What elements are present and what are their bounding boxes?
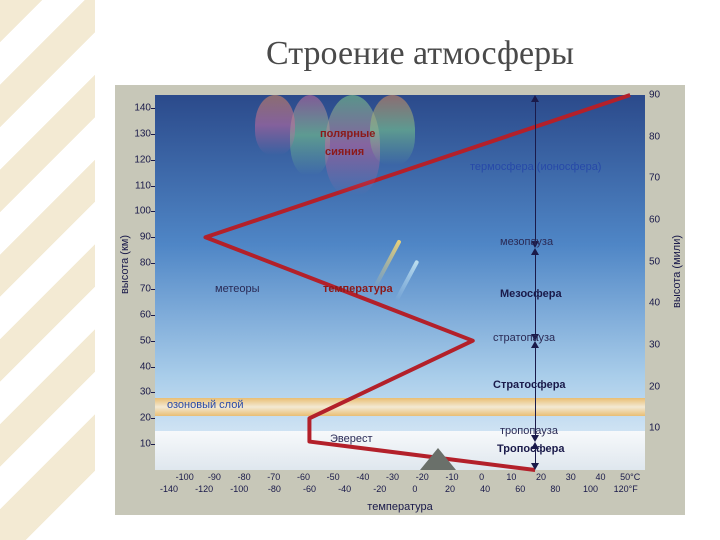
x-tick-f: 0 bbox=[412, 470, 417, 494]
x-axis-label: температура bbox=[115, 501, 685, 513]
x-tick-c: -40 bbox=[356, 470, 369, 482]
plot-area: 1020304050607080901001101201301401020304… bbox=[155, 95, 645, 470]
y-tick-right: 70 bbox=[645, 173, 660, 184]
troposphere-label: Тропосфера bbox=[497, 443, 565, 455]
layer-extent-arrows bbox=[525, 95, 545, 470]
aurora-label-1: полярные bbox=[320, 128, 375, 140]
x-tick-f: 40 bbox=[480, 470, 490, 494]
y-tick-right: 90 bbox=[645, 90, 660, 101]
meteors-label: метеоры bbox=[215, 283, 260, 295]
x-tick-c: -100 bbox=[176, 470, 194, 482]
stratopause-label: стратопауза bbox=[493, 332, 555, 344]
y-tick-right: 10 bbox=[645, 423, 660, 434]
mesosphere-label: Мезосфера bbox=[500, 288, 562, 300]
stratosphere-label: Стратосфера bbox=[493, 379, 566, 391]
x-tick-c: -20 bbox=[416, 470, 429, 482]
x-tick-c: 20 bbox=[536, 470, 546, 482]
x-tick-f: -40 bbox=[338, 470, 351, 494]
temperature-label: температура bbox=[323, 283, 393, 295]
mesopause-label: мезопауза bbox=[500, 236, 553, 248]
x-tick-f: 100 bbox=[583, 470, 598, 494]
y-tick-right: 50 bbox=[645, 256, 660, 267]
x-tick-f: 20 bbox=[445, 470, 455, 494]
aurora-glow bbox=[370, 95, 415, 165]
everest-label: Эверест bbox=[330, 433, 373, 445]
y-tick-right: 30 bbox=[645, 340, 660, 351]
aurora-glow bbox=[255, 95, 295, 155]
slide-decoration bbox=[0, 0, 95, 540]
y-tick-right: 80 bbox=[645, 131, 660, 142]
x-tick-f: 120°F bbox=[614, 470, 638, 494]
y-tick-right: 40 bbox=[645, 298, 660, 309]
x-tick-c: -30 bbox=[386, 470, 399, 482]
x-tick-c: 30 bbox=[566, 470, 576, 482]
y-tick-right: 60 bbox=[645, 215, 660, 226]
ozone-label: озоновый слой bbox=[167, 399, 243, 411]
y-tick-right: 20 bbox=[645, 381, 660, 392]
x-tick-f: -80 bbox=[268, 470, 281, 494]
y-axis-left-label: высота (км) bbox=[119, 235, 131, 294]
atmosphere-chart: 1020304050607080901001101201301401020304… bbox=[115, 85, 685, 515]
x-tick-f: 80 bbox=[550, 470, 560, 494]
x-tick-f: -60 bbox=[303, 470, 316, 494]
x-tick-f: 60 bbox=[515, 470, 525, 494]
y-axis-right-label: высота (мили) bbox=[671, 235, 683, 308]
x-tick-f: -120 bbox=[195, 470, 213, 494]
x-tick-f: -20 bbox=[373, 470, 386, 494]
x-tick-f: -140 bbox=[160, 470, 178, 494]
mountain-icon bbox=[420, 448, 456, 470]
x-tick-f: -100 bbox=[230, 470, 248, 494]
slide: Строение атмосферы 102030405060708090100… bbox=[0, 0, 720, 540]
aurora-label-2: сияния bbox=[325, 146, 364, 158]
thermosphere-label: термосфера (ионосфера) bbox=[470, 161, 601, 173]
tropopause-label: тропопауза bbox=[500, 425, 558, 437]
page-title: Строение атмосферы bbox=[140, 35, 700, 73]
